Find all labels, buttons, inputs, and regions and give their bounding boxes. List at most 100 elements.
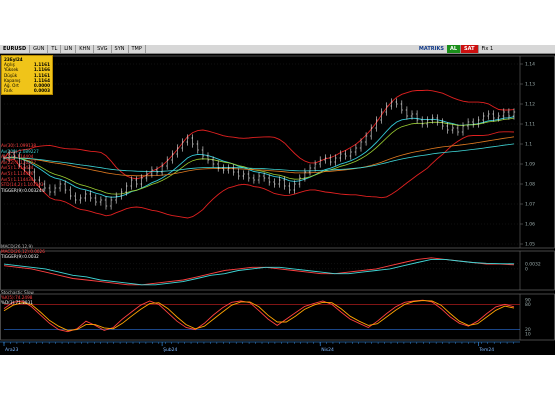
y-tick-label: 1.08 bbox=[525, 182, 535, 188]
legend-value: :1.099138 bbox=[14, 143, 37, 148]
toolbar-button-lin[interactable]: LIN bbox=[61, 45, 77, 53]
ohlc-bar bbox=[13, 150, 16, 160]
toolbar-button-tmp[interactable]: TMP bbox=[129, 45, 146, 53]
toolbar-button-gun[interactable]: GUN bbox=[30, 45, 49, 53]
panel-legend-label: MACD(26,12) bbox=[1, 249, 29, 255]
legend-value: :1.114434 bbox=[12, 176, 34, 182]
ohlc-bar bbox=[191, 134, 194, 148]
buy-button[interactable]: AL bbox=[446, 45, 462, 53]
legend-item: Av(5):1.114456 bbox=[1, 171, 44, 177]
ohlc-bar bbox=[28, 164, 31, 176]
bollinger-lower-line bbox=[3, 131, 515, 219]
legend-item: Av(22):1.110227 bbox=[1, 160, 44, 166]
info-row-wavg: Ağ. Ort 0.0000 bbox=[4, 83, 50, 89]
ohlc-bar bbox=[242, 170, 245, 180]
ohlc-bar bbox=[395, 98, 398, 108]
stochastic-title: Stochastic Slow bbox=[1, 290, 34, 295]
ohlc-bar bbox=[89, 190, 92, 202]
ohlc-bar bbox=[140, 174, 143, 188]
y-tick-label: 0.0032 bbox=[525, 261, 541, 267]
y-tick-label: 1.1 bbox=[525, 142, 532, 148]
y-tick-label: 1.09 bbox=[525, 162, 535, 168]
ohlc-bar bbox=[426, 116, 429, 128]
ohlc-bar bbox=[502, 108, 505, 120]
ohlc-bar bbox=[237, 168, 240, 180]
ohlc-bar bbox=[232, 164, 235, 176]
panel-legend-label: TIGGER(9) bbox=[1, 254, 23, 260]
ohlc-bar bbox=[359, 138, 363, 152]
ohlc-bar bbox=[268, 174, 271, 186]
ohlc-bar bbox=[247, 170, 250, 182]
ohlc-bar bbox=[364, 132, 368, 146]
ohlc-bar bbox=[487, 110, 490, 120]
symbol-selector[interactable]: EURUSD bbox=[0, 45, 31, 53]
ohlc-bar bbox=[354, 144, 358, 156]
legend-label: Av(5) bbox=[1, 154, 13, 160]
ohlc-bar bbox=[308, 164, 312, 176]
ohlc-bar bbox=[186, 134, 189, 146]
legend-item: STD(14,2):1.103343 bbox=[1, 182, 44, 188]
ohlc-bar bbox=[344, 150, 347, 160]
sell-button[interactable]: SAT bbox=[461, 45, 479, 53]
legend-value: :1.089227 bbox=[17, 148, 39, 154]
ohlc-bar bbox=[18, 152, 21, 168]
chart-toolbar: EURUSD GUN TL LIN KHN SVG SYN TMP MATRIK… bbox=[0, 45, 555, 54]
ohlc-bar bbox=[99, 196, 103, 206]
toolbar-button-syn[interactable]: SYN bbox=[112, 45, 129, 53]
legend-item: TIGGER(9):0.003244 bbox=[1, 188, 44, 194]
x-tick-label: Ara23 bbox=[5, 347, 19, 353]
legend-label: Av(5) bbox=[1, 170, 13, 176]
ohlc-bar bbox=[507, 108, 511, 120]
info-row-low: Düşük 1.1161 bbox=[4, 72, 50, 78]
ohlc-info-box: 23Eyl24 Açılış 1.1161 Yüksek 1.1166 Düşük 1… bbox=[1, 55, 53, 96]
ohlc-bar bbox=[390, 98, 393, 110]
ohlc-bar bbox=[303, 168, 307, 182]
matriks-brand: MATRIKS bbox=[418, 46, 444, 52]
ohlc-bar bbox=[171, 150, 174, 164]
ohlc-bar bbox=[196, 140, 199, 154]
ohlc-bar bbox=[349, 148, 352, 160]
legend-item: Av(200):1.089227 bbox=[1, 149, 44, 155]
ohlc-bar bbox=[7, 150, 11, 162]
y-tick-label: 1.06 bbox=[525, 222, 535, 228]
ohlc-bar bbox=[329, 154, 332, 166]
ohlc-bar bbox=[217, 160, 220, 172]
legend-item: Av(5):1.114434 bbox=[1, 177, 44, 183]
ohlc-bar bbox=[431, 114, 434, 124]
ohlc-bar bbox=[421, 116, 424, 128]
ma-green-line bbox=[3, 117, 515, 195]
panel-frame bbox=[0, 293, 555, 341]
ohlc-bar bbox=[166, 156, 169, 170]
ohlc-bar bbox=[400, 100, 403, 114]
ohlc-bar bbox=[160, 162, 164, 176]
ohlc-bar bbox=[176, 144, 179, 158]
y-tick-label: 1.14 bbox=[525, 62, 535, 68]
ohlc-bar bbox=[53, 184, 57, 196]
ohlc-bar bbox=[461, 122, 465, 136]
toolbar-button-svg[interactable]: SVG bbox=[94, 45, 112, 53]
ohlc-bar bbox=[410, 110, 414, 120]
toolbar-button-khn[interactable]: KHN bbox=[76, 45, 95, 53]
ohlc-bar bbox=[64, 180, 67, 194]
ohlc-bar bbox=[477, 116, 480, 128]
panel-legend-item: TIGGER(9):0.0032 bbox=[1, 254, 45, 259]
ohlc-bar bbox=[150, 166, 154, 178]
ohlc-bar bbox=[298, 174, 301, 188]
panel-legend-item: %K(5):74.2498 bbox=[1, 295, 34, 300]
scale-toggle[interactable]: Fix 1 bbox=[481, 46, 494, 52]
ohlc-bar bbox=[385, 102, 388, 116]
ohlc-bar bbox=[130, 176, 133, 190]
legend-value: :1.114404 bbox=[12, 154, 34, 160]
legend-value: :1.114434 bbox=[12, 165, 34, 171]
chart-canvas: 1.141.131.121.111.11.091.081.071.061.05 … bbox=[0, 55, 555, 355]
ohlc-bar bbox=[370, 124, 373, 140]
y-tick-label: 10 bbox=[525, 331, 531, 337]
toolbar-button-tl[interactable]: TL bbox=[48, 45, 62, 53]
ohlc-bar bbox=[43, 180, 46, 192]
ohlc-bar bbox=[58, 180, 62, 192]
ohlc-bar bbox=[492, 110, 495, 122]
legend-value: :1.110227 bbox=[14, 159, 37, 165]
ohlc-bar bbox=[84, 190, 87, 202]
ohlc-bar bbox=[257, 172, 261, 184]
